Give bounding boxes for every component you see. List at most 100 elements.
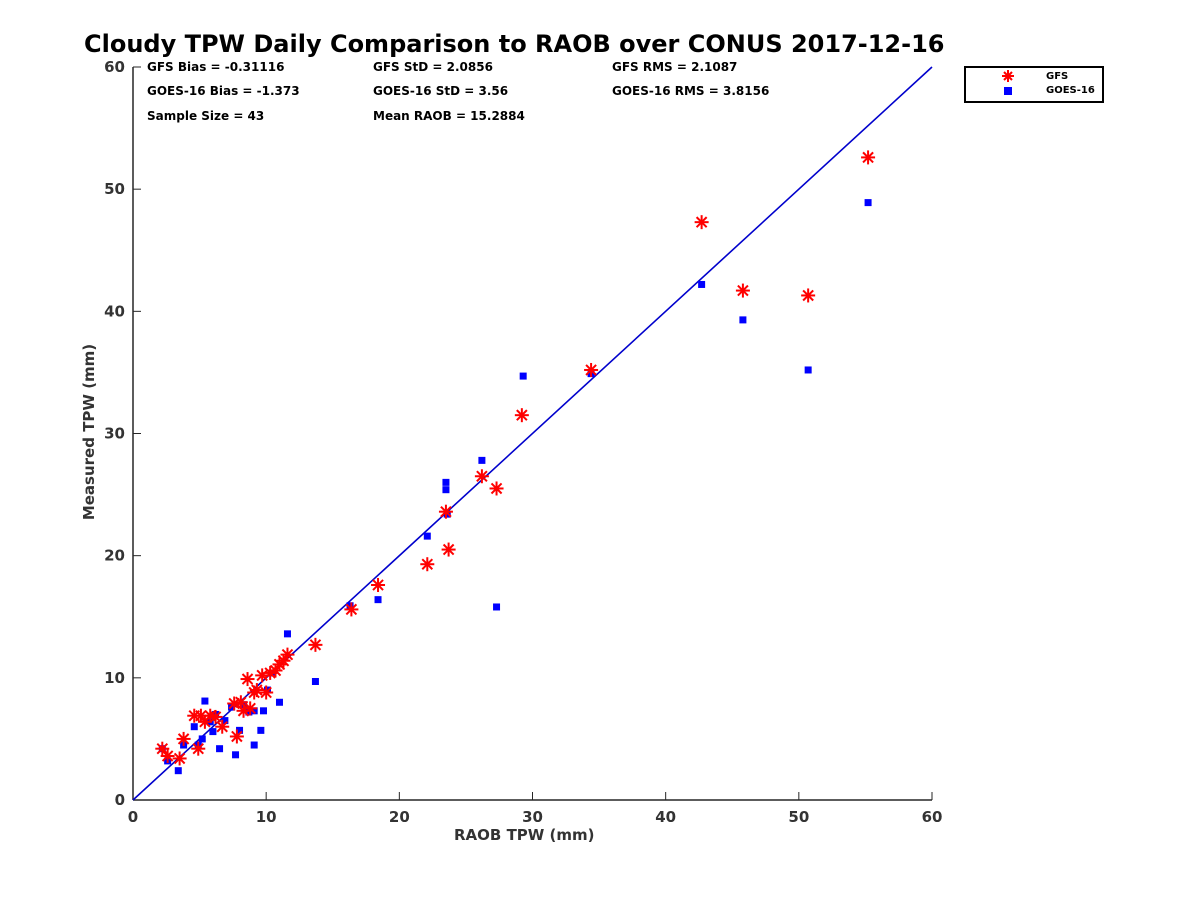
legend-label-gfs: GFS <box>1046 71 1069 82</box>
goes16-point <box>250 707 258 715</box>
y-tick-label: 40 <box>104 302 125 320</box>
gfs-point <box>172 751 187 766</box>
goes16-point <box>201 697 209 705</box>
x-tick-label: 20 <box>389 808 410 826</box>
gfs-point <box>160 749 175 764</box>
series-gfs <box>155 150 876 766</box>
y-axis-title: Measured TPW (mm) <box>80 343 98 521</box>
x-tick-label: 50 <box>788 808 809 826</box>
goes16-point <box>698 280 706 288</box>
gfs-point-stroke <box>204 709 216 722</box>
gfs-point-stroke <box>309 639 322 651</box>
gfs-point-stroke <box>372 579 384 591</box>
goes16-point <box>236 726 244 734</box>
gfs-point-stroke <box>173 752 186 765</box>
gfs-point <box>438 504 453 519</box>
goes16-point <box>198 735 206 743</box>
goes16-point <box>442 478 450 486</box>
x-tick-label: 60 <box>922 808 943 826</box>
gfs-point-stroke <box>192 742 204 755</box>
goes16-point <box>864 199 872 207</box>
plot-axes: 0 10 20 30 40 50 60 0 10 20 30 40 50 60 <box>104 58 942 826</box>
y-tick-label: 50 <box>104 180 125 198</box>
goes-rms-stat: GOES-16 RMS = 3.8156 <box>612 84 770 98</box>
goes-std-stat: GOES-16 StD = 3.56 <box>373 84 509 98</box>
gfs-point-stroke <box>737 284 749 297</box>
legend: GFS GOES-16 <box>964 66 1104 103</box>
goes16-point <box>257 726 265 734</box>
gfs-point-stroke <box>235 696 247 709</box>
goes16-point <box>346 602 354 610</box>
gfs-point-stroke <box>490 482 503 495</box>
gfs-point-stroke <box>345 603 358 616</box>
goes16-point <box>374 596 382 604</box>
mean-raob-stat: Mean RAOB = 15.2884 <box>373 109 525 123</box>
gfs-point-stroke <box>476 470 488 483</box>
goes16-point <box>311 677 319 685</box>
gfs-point <box>489 481 504 496</box>
gfs-point-stroke <box>260 686 272 699</box>
gfs-point <box>371 577 386 592</box>
gfs-point-stroke <box>862 151 874 164</box>
gfs-point-stroke <box>695 216 708 228</box>
goes16-point <box>250 741 258 749</box>
goes16-point <box>442 486 450 494</box>
gfs-point <box>155 741 170 756</box>
x-axis-title: RAOB TPW (mm) <box>454 826 595 844</box>
goes16-point <box>216 745 224 753</box>
gfs-point-stroke <box>156 742 169 755</box>
legend-item-goes16: GOES-16 <box>966 84 1102 99</box>
goes16-point <box>174 767 182 775</box>
y-tick-label: 10 <box>104 669 125 687</box>
goes16-point <box>493 603 501 611</box>
x-tick-label: 30 <box>522 808 543 826</box>
gfs-point <box>243 701 258 716</box>
goes16-point <box>245 708 253 716</box>
gfs-point-stroke <box>209 711 222 723</box>
gfs-point <box>208 709 223 724</box>
gfs-point <box>229 729 244 744</box>
gfs-point <box>249 683 264 698</box>
x-tick-label: 10 <box>256 808 277 826</box>
gfs-point <box>584 362 599 377</box>
gfs-point <box>308 637 323 652</box>
legend-item-gfs: GFS <box>966 69 1102 84</box>
gfs-point <box>344 602 359 617</box>
x-tick-label: 40 <box>655 808 676 826</box>
gfs-point-stroke <box>195 709 207 722</box>
square-marker-icon <box>1004 87 1012 95</box>
gfs-point <box>861 150 876 165</box>
goes16-point <box>804 366 812 374</box>
y-tick-label: 30 <box>104 425 125 443</box>
gfs-point-stroke <box>802 289 814 302</box>
goes16-point <box>478 456 486 464</box>
gfs-point-stroke <box>244 702 256 715</box>
gfs-point <box>191 741 206 756</box>
goes16-point <box>739 316 747 324</box>
gfs-rms-stat: GFS RMS = 2.1087 <box>612 60 738 74</box>
gfs-point <box>514 408 529 423</box>
series-group <box>155 150 876 775</box>
goes16-point <box>423 532 431 540</box>
y-tick-label: 60 <box>104 58 125 76</box>
x-tick-label: 0 <box>128 808 138 826</box>
gfs-point <box>735 283 750 298</box>
gfs-point <box>240 672 255 687</box>
goes16-point <box>519 372 527 380</box>
gfs-point <box>176 731 191 746</box>
gfs-point-stroke <box>251 684 263 696</box>
gfs-point <box>280 647 295 662</box>
gfs-point-stroke <box>442 543 455 556</box>
asterisk-marker-icon <box>1002 70 1014 82</box>
goes16-point <box>275 698 283 706</box>
sample-size-stat: Sample Size = 43 <box>147 109 265 123</box>
gfs-point-stroke <box>241 673 254 685</box>
gfs-point <box>474 469 489 484</box>
gfs-point <box>441 542 456 557</box>
gfs-point-stroke <box>231 730 243 743</box>
gfs-point-stroke <box>177 733 190 745</box>
gfs-std-stat: GFS StD = 2.0856 <box>373 60 493 74</box>
goes16-point <box>232 751 240 759</box>
y-tick-label: 20 <box>104 547 125 565</box>
goes16-point <box>260 707 268 715</box>
